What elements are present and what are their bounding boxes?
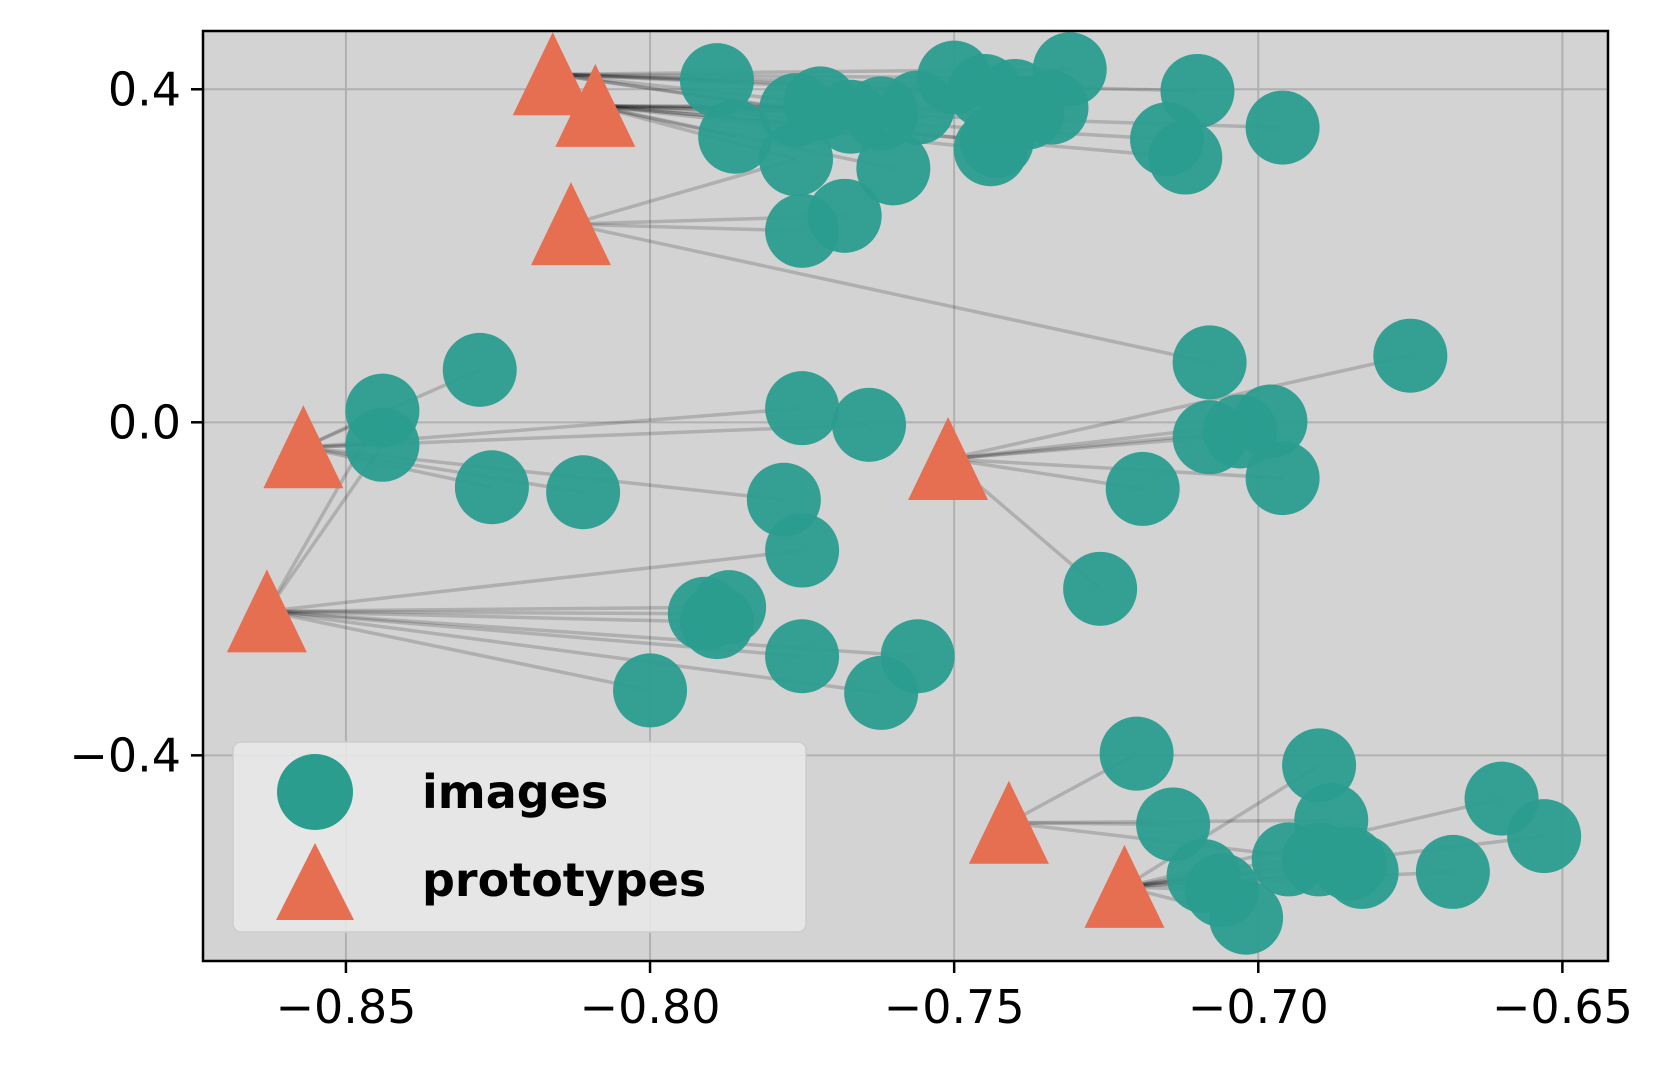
y-tick-label: 0.0 — [108, 395, 181, 449]
image-point — [765, 371, 840, 446]
image-point — [546, 455, 621, 530]
prototype-point — [1084, 844, 1165, 928]
prototype-image-link — [266, 605, 730, 614]
image-point — [1415, 834, 1490, 909]
y-axis-ticks: 0.4 0.0 −0.4 — [69, 62, 203, 782]
image-point — [759, 122, 834, 197]
image-point — [698, 99, 773, 174]
prototype-image-link — [947, 435, 1210, 461]
x-tick-label: −0.75 — [884, 980, 1025, 1034]
x-tick-label: −0.85 — [275, 980, 416, 1034]
legend-images-label: images — [422, 765, 608, 819]
prototype-image-link — [266, 609, 717, 624]
image-point — [765, 619, 840, 694]
image-point — [765, 193, 840, 268]
x-axis-ticks: −0.85 −0.80 −0.75 −0.70 −0.65 — [275, 961, 1633, 1034]
legend: images prototypes — [232, 741, 807, 933]
image-point — [679, 43, 754, 118]
prototype-image-link — [1123, 763, 1321, 889]
image-point — [832, 387, 907, 462]
prototypes-series — [226, 32, 1165, 928]
x-tick-label: −0.65 — [1492, 980, 1633, 1034]
image-point — [1245, 90, 1320, 165]
image-point — [1507, 799, 1582, 874]
prototype-point — [530, 182, 611, 266]
prototype-image-link — [266, 548, 803, 614]
prototype-point — [908, 416, 989, 500]
image-point — [1324, 834, 1399, 909]
y-tick-label: −0.4 — [69, 728, 181, 782]
prototype-image-link — [570, 157, 797, 226]
prototype-image-link — [570, 222, 1210, 365]
image-point — [953, 112, 1028, 187]
image-point — [1105, 451, 1180, 526]
image-point — [1032, 32, 1107, 107]
image-point — [844, 655, 919, 730]
prototype-image-link — [266, 609, 651, 693]
legend-images-marker — [277, 754, 353, 830]
y-tick-label: 0.4 — [108, 62, 181, 116]
prototype-image-link — [266, 609, 705, 616]
legend-prototypes-marker — [276, 843, 354, 920]
x-tick-label: −0.70 — [1188, 980, 1329, 1034]
image-point — [1063, 551, 1138, 626]
image-point — [613, 653, 688, 728]
image-point — [679, 585, 754, 660]
image-point — [1172, 325, 1247, 400]
image-point — [1209, 880, 1284, 955]
plot-frame — [201, 29, 1610, 963]
image-point — [1172, 400, 1247, 475]
legend-prototypes-label: prototypes — [422, 853, 706, 907]
image-point — [1148, 120, 1223, 195]
prototype-point — [555, 63, 636, 147]
image-point — [454, 450, 529, 525]
image-point — [1099, 716, 1174, 791]
image-point — [1373, 318, 1448, 393]
image-point — [765, 513, 840, 588]
prototype-image-link — [947, 354, 1411, 461]
image-point — [1245, 441, 1320, 516]
prototype-point — [263, 405, 344, 489]
prototype-point — [512, 32, 593, 116]
legend-box — [232, 741, 807, 933]
image-point — [345, 407, 420, 482]
prototype-point — [226, 569, 307, 653]
x-tick-label: −0.80 — [580, 980, 721, 1034]
image-point — [442, 332, 517, 407]
prototype-point — [968, 780, 1049, 864]
prototype-image-link — [570, 222, 803, 233]
images-series — [345, 32, 1582, 955]
